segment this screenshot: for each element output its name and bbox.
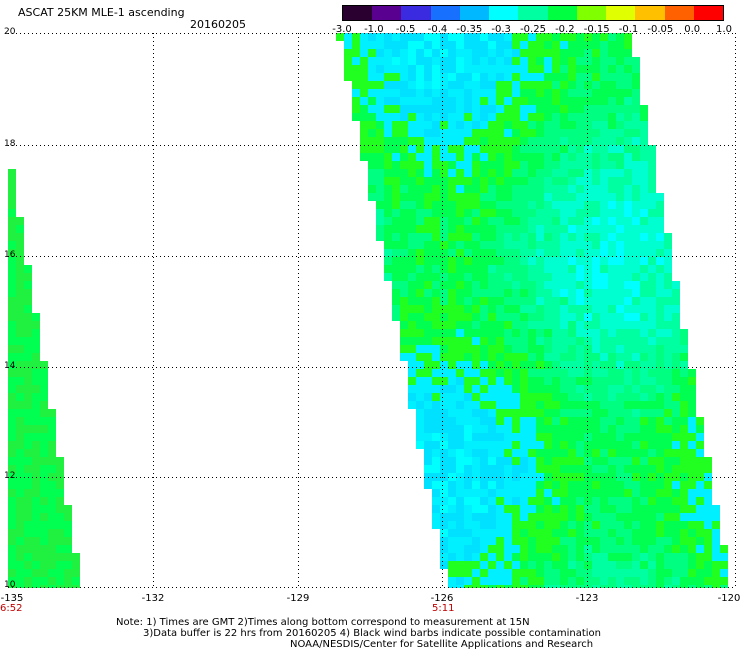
lat-label-10: 10	[4, 580, 16, 590]
footer-note-2: 3)Data buffer is 22 hrs from 20160205 4)…	[143, 628, 601, 639]
colorbar-segment-1	[372, 6, 402, 20]
colorbar-label: -1.0	[364, 24, 384, 35]
colorbar-label: -0.5	[395, 24, 416, 35]
colorbar-label: 1.0	[716, 24, 732, 35]
colorbar-label: -3.0	[332, 24, 352, 35]
gridlines-layer	[8, 33, 736, 588]
lat-label-18: 18	[4, 139, 16, 149]
lon-label-126: -126	[430, 593, 454, 604]
colorbar-label: -0.05	[647, 24, 674, 35]
colorbar-segment-10	[635, 6, 665, 20]
colorbar-segment-4	[459, 6, 490, 20]
colorbar-label: -0.25	[520, 24, 546, 35]
colorbar-segment-3	[430, 6, 460, 20]
pass-time-left: 6:52	[0, 603, 23, 614]
lat-label-12: 12	[4, 471, 16, 481]
lat-label-14: 14	[4, 361, 16, 371]
colorbar-segment-0	[343, 6, 373, 20]
colorbar-segment-2	[401, 6, 431, 20]
colorbar-segment-5	[489, 6, 519, 20]
swath-layer	[8, 33, 728, 588]
lon-label-123: -123	[575, 593, 599, 604]
colorbar-label: 0.0	[684, 24, 701, 35]
footer-credit: NOAA/NESDIS/Center for Satellite Applica…	[290, 639, 594, 650]
colorbar-segment-11	[664, 6, 694, 20]
colorbar-label: -0.4	[427, 24, 448, 35]
colorbar-segment-7	[547, 6, 577, 20]
colorbar-segment-12	[693, 6, 724, 20]
colorbar	[342, 5, 724, 21]
colorbar-labels: -3.0 -1.0 -0.5 -0.4 -0.35 -0.3 -0.25 -0.2 -0.15-…	[330, 24, 740, 38]
footer-note-1: Note: 1) Times are GMT 2)Times along bot…	[116, 617, 530, 628]
colorbar-label: -0.35	[456, 24, 483, 35]
map-plot-area	[8, 33, 736, 588]
pass-time-right: 5:11	[432, 603, 455, 614]
colorbar-label: -0.3	[491, 24, 511, 35]
lon-label-132: -132	[141, 593, 165, 604]
colorbar-segment-8	[576, 6, 607, 20]
colorbar-segment-9	[606, 6, 636, 20]
lon-label-120: -120	[717, 593, 740, 604]
lon-label-129: -129	[286, 593, 310, 604]
colorbar-label: -0.2	[555, 24, 575, 35]
colorbar-label: -0.1	[618, 24, 639, 35]
lat-label-16: 16	[4, 250, 16, 260]
map-title: ASCAT 25KM MLE-1 ascending	[18, 6, 185, 19]
colorbar-segment-6	[518, 6, 548, 20]
map-date: 20160205	[190, 18, 246, 31]
map-canvas	[8, 33, 736, 588]
lat-label-20: 20	[4, 27, 16, 37]
lon-label-135: -135	[0, 593, 24, 604]
colorbar-label: -0.15	[583, 24, 610, 35]
